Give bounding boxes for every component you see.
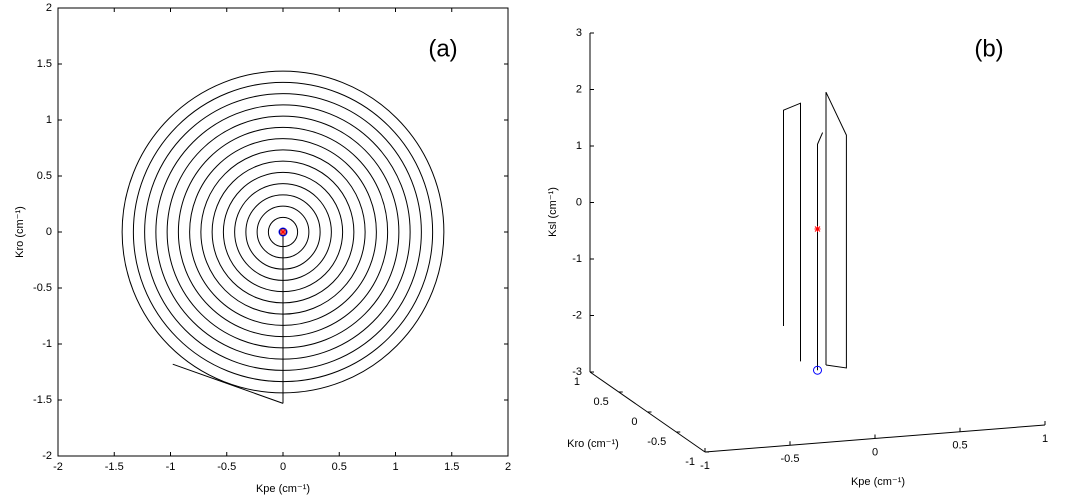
y-tick-label: -0.5 (33, 282, 52, 294)
panel-label: (a) (428, 35, 457, 62)
z-tick-label: 0 (576, 196, 582, 208)
z-axis-label: Ksl (cm⁻¹) (547, 187, 559, 237)
x-tick-label: -2 (53, 461, 63, 473)
z-tick-label: -1 (572, 253, 582, 265)
y-tick-label: 1 (574, 376, 580, 388)
x-tick-label: 0 (280, 461, 286, 473)
x-tick-label: 1 (1042, 433, 1048, 445)
y-tick-label: -0.5 (647, 436, 666, 448)
end-marker (814, 226, 821, 232)
z-tick-label: 1 (576, 140, 582, 152)
y-tick-label: 0.5 (593, 396, 608, 408)
y-tick-label: -2 (42, 450, 52, 462)
y-tick-label: 0.5 (37, 170, 52, 182)
trajectory-segment (172, 363, 284, 404)
z-tick-label: -3 (572, 366, 582, 378)
y-tick-label: -1.5 (33, 394, 52, 406)
z-tick-label: -2 (572, 309, 582, 321)
panel-label: (b) (974, 35, 1003, 62)
y-axis-label: Kro (cm⁻¹) (14, 206, 26, 258)
x-tick-label: 0.5 (952, 440, 967, 452)
y-tick-label: 0 (631, 416, 637, 428)
x-tick-label: 0.5 (332, 461, 347, 473)
y-tick-label: -1 (42, 338, 52, 350)
y-tick-label: 2 (46, 2, 52, 14)
x-tick-label: -1 (700, 460, 710, 472)
y-tick-label: 0 (46, 226, 52, 238)
x-tick-label: -1 (166, 461, 176, 473)
x-tick-label: -1.5 (105, 461, 124, 473)
trajectory-segment (783, 102, 801, 362)
start-marker (278, 227, 288, 237)
y-tick-label: -1 (685, 456, 695, 468)
end-marker (280, 229, 286, 235)
x-tick-label: 1.5 (444, 461, 459, 473)
x-tick-label: 1 (392, 461, 398, 473)
z-tick-label: 3 (576, 27, 582, 39)
trajectory-segment (825, 91, 847, 369)
x-tick-label: -0.5 (781, 453, 800, 465)
y-tick-label: 1.5 (37, 58, 52, 70)
y-axis-label: Kro (cm⁻¹) (567, 438, 619, 450)
x-tick-label: 0 (872, 446, 878, 458)
x-axis-label: Kpe (cm⁻¹) (256, 483, 310, 495)
x-axis-label: Kpe (cm⁻¹) (851, 476, 905, 488)
x-tick-label: 2 (505, 461, 511, 473)
y-tick-label: 1 (46, 114, 52, 126)
z-tick-label: 2 (576, 83, 582, 95)
start-marker (813, 365, 822, 375)
trajectory-segment (817, 132, 824, 371)
x-tick-label: -0.5 (217, 461, 236, 473)
